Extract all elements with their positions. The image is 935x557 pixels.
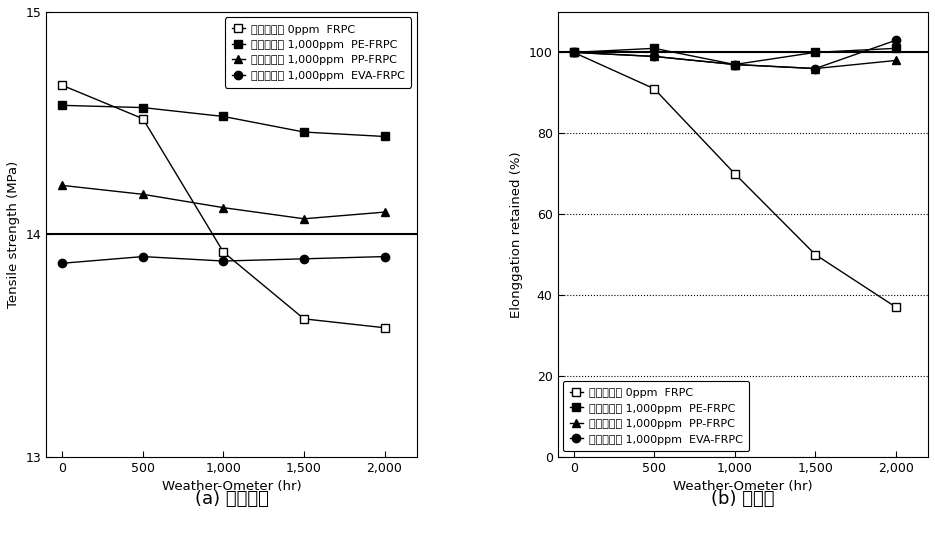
Y-axis label: Tensile strength (MPa): Tensile strength (MPa) <box>7 161 20 308</box>
Y-axis label: Elonggation retained (%): Elonggation retained (%) <box>511 151 524 317</box>
Text: (a) 인장강도: (a) 인장강도 <box>194 490 268 508</box>
산화방지제 0ppm  FRPC <box>298 315 309 322</box>
Line: 산화방지제 1,000ppm  PP-FRPC: 산화방지제 1,000ppm PP-FRPC <box>58 181 389 223</box>
산화방지제 1,000ppm  PP-FRPC <box>379 209 390 216</box>
산화방지제 1,000ppm  EVA-FRPC <box>218 258 229 265</box>
Line: 산화방지제 1,000ppm  EVA-FRPC: 산화방지제 1,000ppm EVA-FRPC <box>58 252 389 267</box>
산화방지제 1,000ppm  EVA-FRPC <box>649 53 660 60</box>
산화방지제 0ppm  FRPC <box>218 249 229 256</box>
산화방지제 1,000ppm  PE-FRPC <box>810 49 821 56</box>
산화방지제 0ppm  FRPC <box>810 251 821 258</box>
Line: 산화방지제 1,000ppm  PP-FRPC: 산화방지제 1,000ppm PP-FRPC <box>569 48 900 73</box>
산화방지제 1,000ppm  EVA-FRPC <box>298 256 309 262</box>
산화방지제 1,000ppm  PE-FRPC <box>890 45 901 52</box>
산화방지제 1,000ppm  PE-FRPC <box>568 49 580 56</box>
산화방지제 1,000ppm  PP-FRPC <box>890 57 901 64</box>
산화방지제 1,000ppm  PP-FRPC <box>218 204 229 211</box>
Legend: 산화방지제 0ppm  FRPC, 산화방지제 1,000ppm  PE-FRPC, 산화방지제 1,000ppm  PP-FRPC, 산화방지제 1,000p: 산화방지제 0ppm FRPC, 산화방지제 1,000ppm PE-FRPC,… <box>225 17 411 87</box>
산화방지제 0ppm  FRPC <box>57 82 68 89</box>
산화방지제 1,000ppm  PE-FRPC <box>57 102 68 109</box>
Line: 산화방지제 1,000ppm  EVA-FRPC: 산화방지제 1,000ppm EVA-FRPC <box>569 36 900 73</box>
산화방지제 1,000ppm  PP-FRPC <box>137 191 149 198</box>
산화방지제 1,000ppm  PP-FRPC <box>57 182 68 189</box>
산화방지제 0ppm  FRPC <box>649 85 660 92</box>
산화방지제 1,000ppm  PE-FRPC <box>729 61 741 68</box>
산화방지제 1,000ppm  PP-FRPC <box>729 61 741 68</box>
산화방지제 1,000ppm  EVA-FRPC <box>568 49 580 56</box>
산화방지제 1,000ppm  EVA-FRPC <box>379 253 390 260</box>
Line: 산화방지제 1,000ppm  PE-FRPC: 산화방지제 1,000ppm PE-FRPC <box>58 101 389 141</box>
산화방지제 0ppm  FRPC <box>137 115 149 122</box>
Line: 산화방지제 0ppm  FRPC: 산화방지제 0ppm FRPC <box>569 48 900 311</box>
산화방지제 1,000ppm  EVA-FRPC <box>890 37 901 43</box>
Text: (b) 신장률: (b) 신장률 <box>711 490 774 508</box>
산화방지제 1,000ppm  PP-FRPC <box>810 65 821 72</box>
산화방지제 1,000ppm  EVA-FRPC <box>137 253 149 260</box>
X-axis label: Weather-Ometer (hr): Weather-Ometer (hr) <box>162 480 301 493</box>
산화방지제 1,000ppm  PE-FRPC <box>298 129 309 135</box>
산화방지제 1,000ppm  EVA-FRPC <box>57 260 68 267</box>
산화방지제 1,000ppm  PE-FRPC <box>649 45 660 52</box>
산화방지제 1,000ppm  PP-FRPC <box>568 49 580 56</box>
산화방지제 0ppm  FRPC <box>890 304 901 310</box>
산화방지제 1,000ppm  PE-FRPC <box>379 133 390 140</box>
산화방지제 0ppm  FRPC <box>568 49 580 56</box>
Line: 산화방지제 0ppm  FRPC: 산화방지제 0ppm FRPC <box>58 81 389 332</box>
산화방지제 1,000ppm  EVA-FRPC <box>810 65 821 72</box>
산화방지제 0ppm  FRPC <box>729 170 741 177</box>
산화방지제 1,000ppm  PP-FRPC <box>298 216 309 222</box>
산화방지제 0ppm  FRPC <box>379 324 390 331</box>
Legend: 산화방지제 0ppm  FRPC, 산화방지제 1,000ppm  PE-FRPC, 산화방지제 1,000ppm  PP-FRPC, 산화방지제 1,000p: 산화방지제 0ppm FRPC, 산화방지제 1,000ppm PE-FRPC,… <box>563 381 749 451</box>
산화방지제 1,000ppm  PE-FRPC <box>218 113 229 120</box>
산화방지제 1,000ppm  EVA-FRPC <box>729 61 741 68</box>
산화방지제 1,000ppm  PE-FRPC <box>137 104 149 111</box>
산화방지제 1,000ppm  PP-FRPC <box>649 53 660 60</box>
Line: 산화방지제 1,000ppm  PE-FRPC: 산화방지제 1,000ppm PE-FRPC <box>569 44 900 69</box>
X-axis label: Weather-Ometer (hr): Weather-Ometer (hr) <box>673 480 813 493</box>
